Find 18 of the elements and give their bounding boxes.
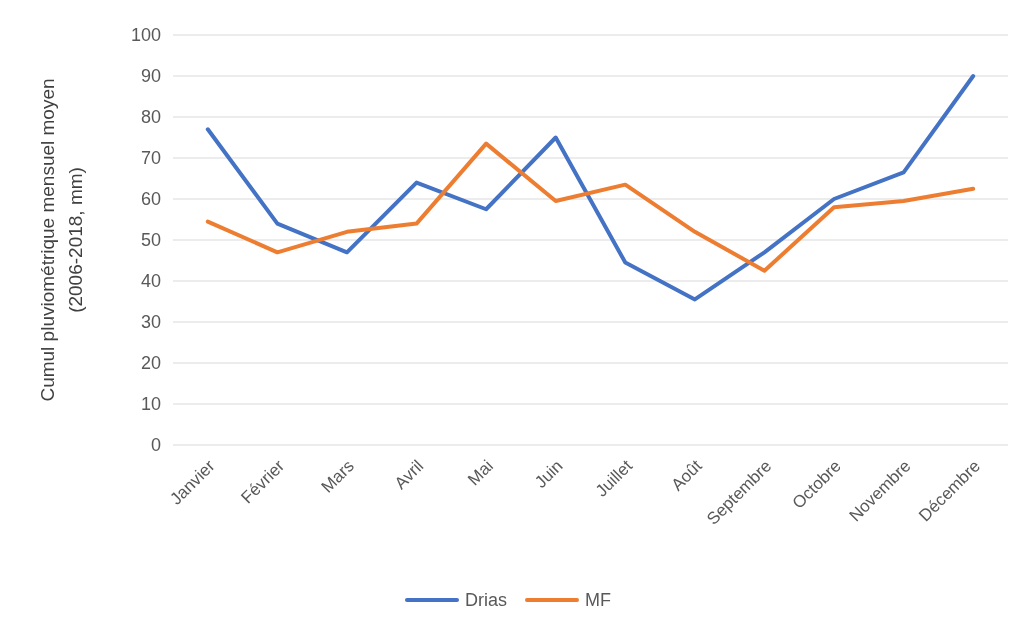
legend-label: MF [585, 590, 611, 611]
y-axis-title: Cumul pluviométrique mensuel moyen (2006-2018, mm) [37, 78, 86, 402]
y-tick-label: 100 [130, 25, 161, 46]
line-series [205, 74, 976, 302]
y-tick-label: 30 [140, 312, 161, 333]
y-tick-label: 80 [140, 107, 161, 128]
y-tick-label: 0 [150, 435, 161, 456]
y-tick-label: 60 [140, 189, 161, 210]
y-tick-label: 20 [140, 353, 161, 374]
y-tick-label: 50 [140, 230, 161, 251]
legend-label: Drias [465, 590, 508, 611]
y-tick-label: 70 [140, 148, 161, 169]
x-tick-label: Juin [531, 456, 567, 492]
y-tick-label: 40 [140, 271, 161, 292]
y-tick-label: 10 [140, 394, 161, 415]
y-tick-label: 90 [140, 66, 161, 87]
line-series [205, 141, 976, 273]
x-tick-label: Mai [464, 456, 497, 490]
